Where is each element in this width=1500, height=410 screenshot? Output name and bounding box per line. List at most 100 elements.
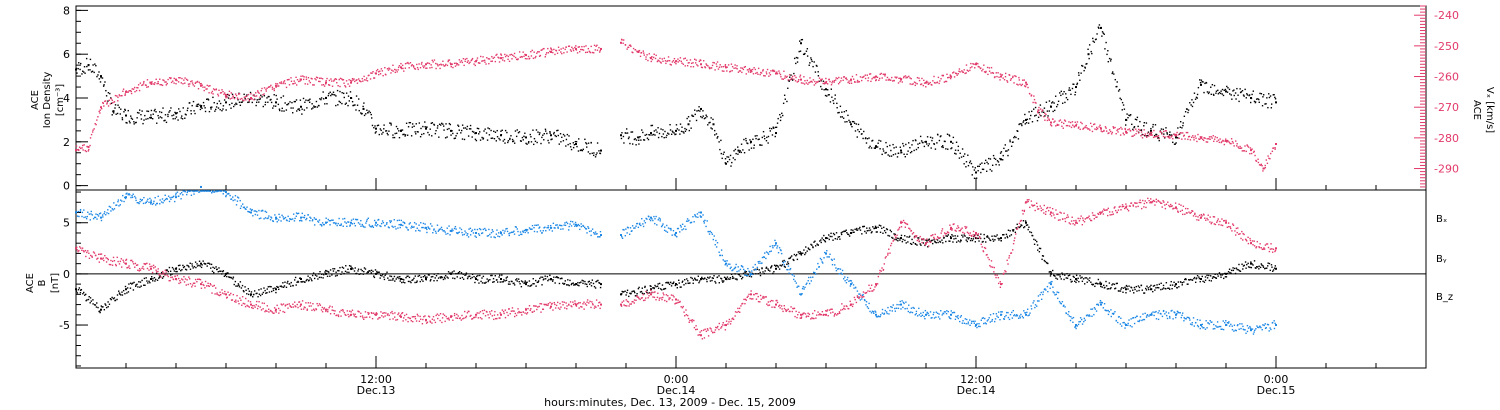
density-point [1145,122,1148,124]
density-point [1099,27,1102,29]
bx-point [884,231,887,234]
velocity-point [300,75,302,77]
bx-point [1208,274,1210,277]
bx-point [1232,267,1234,269]
velocity-point [266,87,268,89]
density-point [299,99,302,101]
density-point [1062,93,1064,95]
by-point [100,216,102,219]
velocity-point [577,46,579,48]
density-point [942,145,944,147]
velocity-point [1123,133,1125,136]
velocity-point [417,68,419,71]
by-point [260,217,262,219]
velocity-point [888,78,890,80]
bx-point [1100,285,1102,288]
bx-point [644,285,646,288]
bx-point [466,277,469,280]
velocity-point [973,63,975,66]
density-point [1113,73,1115,75]
velocity-point [945,80,948,83]
velocity-point [83,144,85,146]
by-point [554,227,556,229]
velocity-point [474,64,476,67]
velocity-point [321,78,324,80]
bx-point [971,239,974,242]
bx-point [582,282,584,285]
bx-point [516,278,518,280]
density-point [387,134,389,136]
velocity-point [850,82,853,84]
bx-point [883,230,886,232]
bx-point [685,282,687,285]
by-point [640,224,642,227]
density-point [185,114,187,116]
velocity-point [977,63,979,65]
velocity-point [528,57,531,60]
bx-point [492,277,495,280]
density-point [314,106,317,108]
density-point [633,138,636,141]
velocity-point [1039,113,1041,116]
density-point [253,98,256,101]
bx-point [765,266,768,269]
by-point [427,226,429,228]
density-point [563,135,566,137]
bx-point [777,266,780,268]
bx-point [527,285,529,287]
velocity-point [962,71,964,74]
bx-point [1097,278,1100,281]
bx-point [1252,264,1254,266]
bx-point [640,290,643,293]
density-point [381,133,383,135]
density-point [642,139,645,141]
velocity-point [751,70,753,73]
velocity-point [1008,74,1011,76]
by-point [357,222,360,224]
density-point [1102,32,1105,34]
density-point [710,117,712,119]
density-point [743,138,745,141]
density-point [670,133,673,135]
velocity-point [168,77,171,79]
by-point [320,224,323,226]
bx-point [358,273,360,275]
velocity-point [102,102,105,105]
by-point [239,207,242,210]
density-point [377,124,380,126]
by-point [122,194,124,197]
by-point [553,227,555,229]
bx-point [287,280,289,283]
velocity-point [595,45,597,48]
bx-point [384,274,386,276]
density-point [1239,91,1242,94]
velocity-point [339,85,341,88]
velocity-point [942,74,945,77]
by-point [317,221,320,223]
velocity-point [446,64,449,67]
density-point [1013,136,1015,139]
bx-point [1109,287,1112,290]
by-point [563,224,565,226]
density-point [293,100,296,103]
velocity-point [990,66,993,69]
bx-point [828,238,831,241]
velocity-point [1151,131,1153,134]
density-point [829,101,832,103]
bx-point [1138,289,1140,292]
by-point [1200,324,1202,327]
bx-point [93,304,96,306]
by-point [194,190,196,192]
density-point [438,136,440,138]
density-point [150,109,153,112]
velocity-point [348,85,351,87]
bx-point [1106,288,1109,290]
density-point [267,101,269,103]
velocity-point [762,69,764,71]
by-point [411,225,413,228]
density-point [223,99,226,101]
panel-1-right-tick-label: -290 [1434,163,1459,176]
by-point [310,217,312,219]
density-point [650,124,652,127]
velocity-point [825,77,827,80]
